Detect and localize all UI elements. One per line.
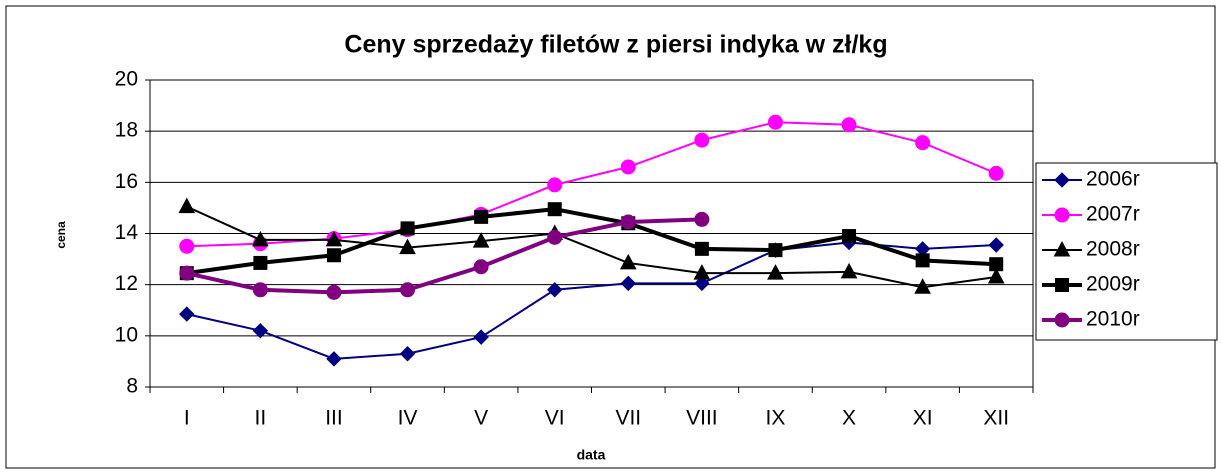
x-axis-label: data xyxy=(577,447,606,463)
data-point xyxy=(399,346,416,362)
y-tick-label: 12 xyxy=(115,272,138,295)
data-point xyxy=(547,202,562,217)
data-point xyxy=(842,229,857,244)
legend-label: 2008r xyxy=(1086,238,1140,261)
data-point xyxy=(694,211,710,227)
x-tick-label: XI xyxy=(913,407,933,430)
data-point xyxy=(473,329,489,345)
x-tick-label: II xyxy=(255,407,267,430)
chart-title: Ceny sprzedaży filetów z piersi indyka w… xyxy=(344,31,887,59)
data-point xyxy=(988,237,1004,253)
data-point xyxy=(620,275,636,292)
y-tick-label: 18 xyxy=(115,119,138,142)
x-tick-label: IV xyxy=(398,407,418,430)
series-line xyxy=(186,205,997,289)
data-point xyxy=(400,282,416,298)
data-point xyxy=(693,264,711,280)
data-point xyxy=(179,306,195,322)
x-tick-label: I xyxy=(184,407,190,430)
data-point xyxy=(989,257,1004,272)
x-tick-label: III xyxy=(325,407,343,430)
series-line xyxy=(186,241,997,360)
legend-label: 2009r xyxy=(1086,273,1140,296)
x-tick-label: X xyxy=(842,407,856,430)
data-point xyxy=(253,255,268,270)
data-point xyxy=(252,230,269,247)
legend-label: 2007r xyxy=(1086,203,1140,226)
data-point xyxy=(399,238,416,255)
y-tick-label: 20 xyxy=(115,68,138,91)
data-point xyxy=(987,267,1005,284)
x-tick-label: XII xyxy=(983,407,1009,430)
data-point xyxy=(620,214,636,230)
data-point xyxy=(694,132,710,148)
data-point xyxy=(252,323,269,339)
y-axis-label: cena xyxy=(54,221,68,249)
data-point xyxy=(474,209,489,224)
series-line xyxy=(186,217,702,295)
data-point xyxy=(547,282,563,298)
data-point xyxy=(179,238,195,254)
data-point xyxy=(915,135,931,151)
x-tick-label: IX xyxy=(766,407,786,430)
data-point xyxy=(178,197,196,214)
x-tick-label: VIII xyxy=(686,407,718,430)
data-point xyxy=(988,165,1004,181)
data-point xyxy=(914,278,931,294)
data-point xyxy=(619,253,637,270)
legend-label: 2010r xyxy=(1086,308,1140,331)
data-point xyxy=(620,159,636,175)
legend-marker xyxy=(1054,312,1070,328)
y-tick-label: 8 xyxy=(126,375,138,398)
series-line xyxy=(186,207,997,276)
data-point xyxy=(326,351,342,367)
data-point xyxy=(547,229,563,245)
legend-marker xyxy=(1053,240,1071,257)
data-point xyxy=(179,265,195,281)
data-point xyxy=(694,275,710,292)
data-point xyxy=(326,248,341,263)
data-point xyxy=(473,259,489,275)
x-tick-label: VII xyxy=(615,407,641,430)
x-tick-label: V xyxy=(474,407,488,430)
chart-border xyxy=(5,5,1216,469)
legend-marker xyxy=(1054,207,1070,223)
data-point xyxy=(840,262,858,279)
data-point xyxy=(694,241,709,256)
y-tick-label: 10 xyxy=(115,323,138,346)
data-point xyxy=(767,264,784,280)
y-tick-label: 16 xyxy=(115,170,138,193)
data-point xyxy=(547,177,563,193)
data-point xyxy=(400,221,415,236)
data-point xyxy=(841,117,857,133)
data-point xyxy=(915,253,930,268)
legend-marker xyxy=(1054,172,1070,188)
data-point xyxy=(326,284,342,300)
data-point xyxy=(768,243,783,258)
data-point xyxy=(472,232,490,248)
data-point xyxy=(252,282,268,298)
y-tick-label: 14 xyxy=(115,221,139,244)
x-tick-label: VI xyxy=(545,407,565,430)
data-point xyxy=(767,114,783,130)
legend-label: 2006r xyxy=(1086,168,1140,191)
legend-marker xyxy=(1055,278,1069,292)
data-point xyxy=(325,230,343,247)
